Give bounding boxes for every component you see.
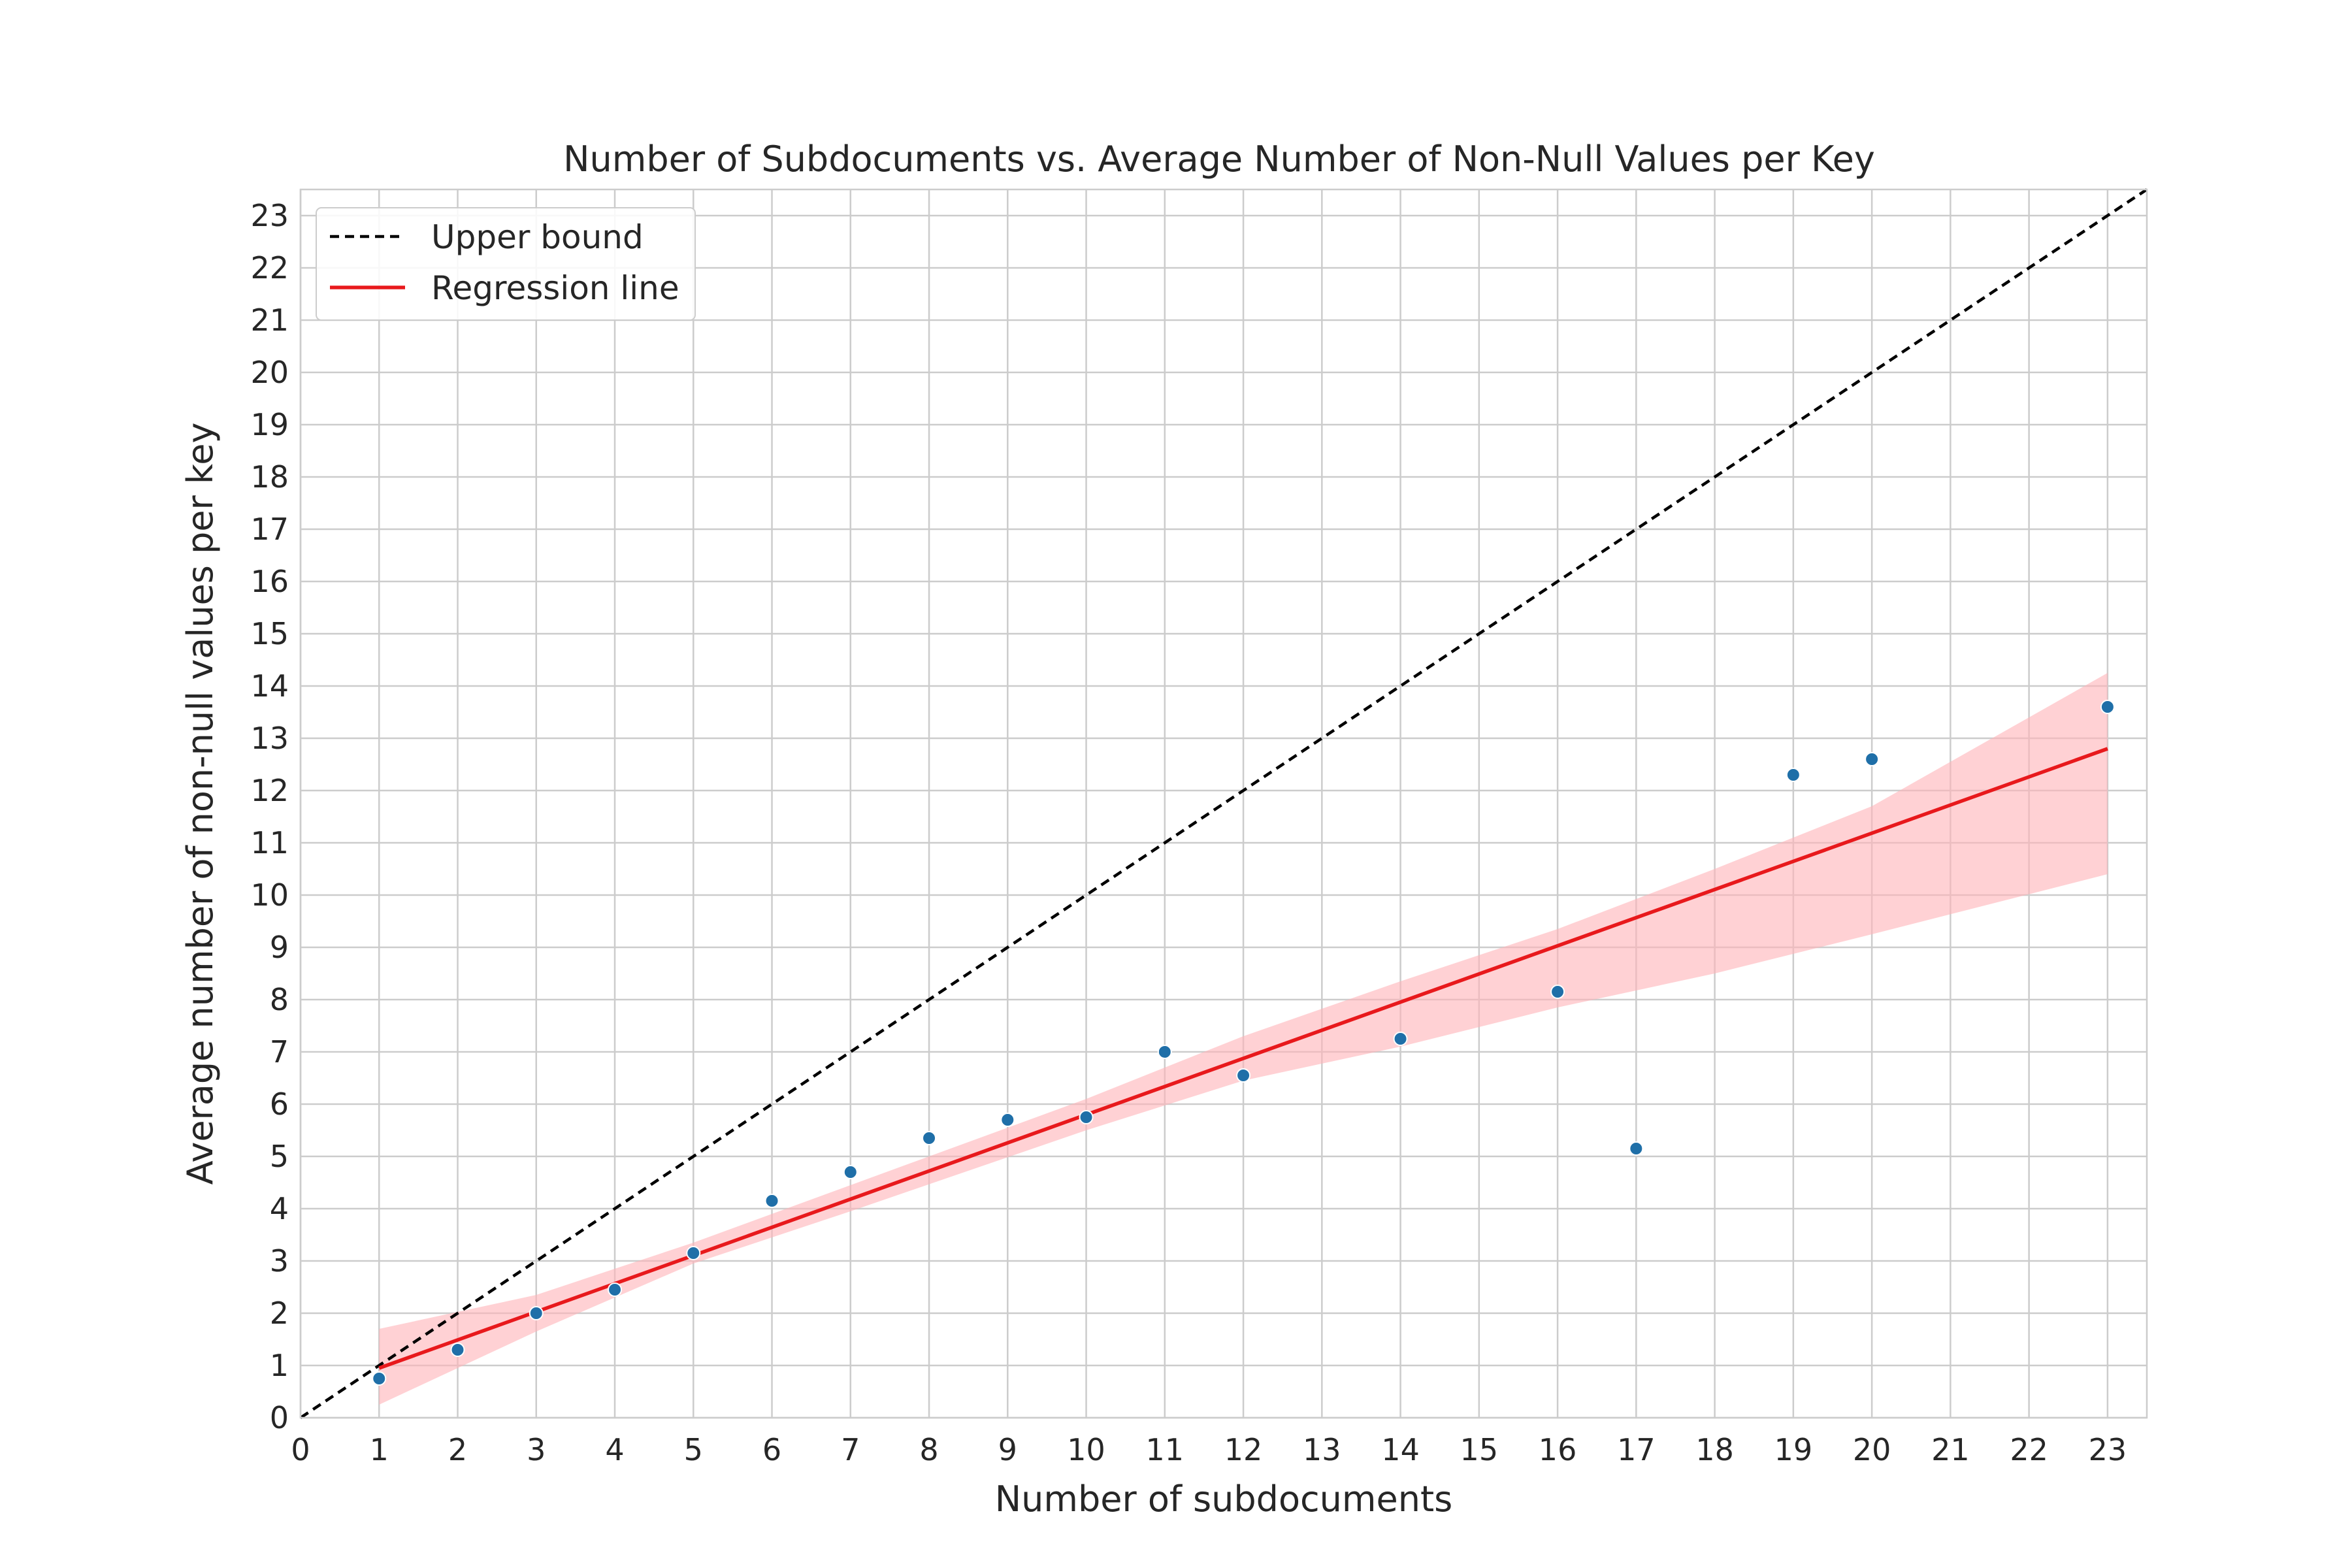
data-point xyxy=(1079,1110,1094,1124)
data-point xyxy=(608,1282,623,1297)
x-tick-label: 2 xyxy=(448,1432,467,1467)
data-point xyxy=(2100,700,2115,714)
chart-title: Number of Subdocuments vs. Average Numbe… xyxy=(563,139,1875,180)
data-point xyxy=(450,1343,465,1357)
y-tick-label: 7 xyxy=(270,1034,289,1070)
data-points xyxy=(372,700,2115,1386)
x-tick-label: 12 xyxy=(1224,1432,1263,1467)
data-point xyxy=(843,1165,858,1179)
legend-box xyxy=(316,207,696,321)
series-lines xyxy=(299,188,2148,1419)
y-tick-label: 22 xyxy=(250,250,289,286)
y-tick-label: 11 xyxy=(250,825,289,860)
y-tick-label: 21 xyxy=(250,302,289,338)
y-tick-label: 16 xyxy=(250,564,289,599)
x-tick-label: 14 xyxy=(1381,1432,1420,1467)
data-point xyxy=(686,1246,701,1260)
data-point xyxy=(372,1371,387,1386)
y-tick-label: 17 xyxy=(250,512,289,547)
y-tick-label: 3 xyxy=(270,1243,289,1279)
y-tick-label: 12 xyxy=(250,773,289,808)
data-point xyxy=(1000,1113,1015,1127)
x-axis-label: Number of subdocuments xyxy=(995,1478,1453,1520)
x-tick-label: 18 xyxy=(1695,1432,1734,1467)
x-tick-label: 16 xyxy=(1539,1432,1577,1467)
y-tick-label: 14 xyxy=(250,668,289,704)
data-point xyxy=(1236,1068,1251,1083)
x-tick-label: 4 xyxy=(605,1432,624,1467)
data-point xyxy=(1393,1032,1408,1046)
x-tick-label: 19 xyxy=(1774,1432,1813,1467)
series-line-upper-bound xyxy=(299,188,2148,1419)
y-axis-label: Average number of non-null values per ke… xyxy=(180,423,221,1185)
plot-frame xyxy=(299,188,2148,1419)
y-tick-label: 15 xyxy=(250,616,289,651)
x-tick-label: 6 xyxy=(762,1432,781,1467)
y-tick-label: 2 xyxy=(270,1296,289,1331)
x-tick-label: 23 xyxy=(2089,1432,2127,1467)
y-tick-label: 23 xyxy=(250,198,289,233)
confidence-band-group xyxy=(379,673,2108,1405)
y-tick-label: 0 xyxy=(270,1400,289,1435)
data-point xyxy=(764,1194,779,1208)
x-tick-label: 11 xyxy=(1146,1432,1184,1467)
data-point xyxy=(1786,768,1801,782)
x-tick-label: 7 xyxy=(841,1432,860,1467)
y-tick-label: 18 xyxy=(250,459,289,495)
data-point xyxy=(922,1131,937,1145)
y-tick-label: 13 xyxy=(250,721,289,756)
y-tick-label: 4 xyxy=(270,1191,289,1226)
legend-label-upper-bound: Upper bound xyxy=(431,218,644,256)
legend: Upper bound Regression line xyxy=(316,207,696,321)
x-tick-label: 8 xyxy=(919,1432,938,1467)
x-tick-label: 15 xyxy=(1460,1432,1499,1467)
x-tick-label: 20 xyxy=(1853,1432,1891,1467)
data-point xyxy=(1157,1045,1172,1059)
series-line-regression-line xyxy=(378,747,2108,1370)
legend-label-regression-line: Regression line xyxy=(431,269,679,307)
x-tick-label: 3 xyxy=(527,1432,546,1467)
x-tick-label: 1 xyxy=(370,1432,389,1467)
y-tick-label: 10 xyxy=(250,877,289,913)
confidence-band xyxy=(379,673,2108,1405)
x-tick-label: 10 xyxy=(1067,1432,1105,1467)
data-point xyxy=(1865,752,1880,766)
y-tick-label: 19 xyxy=(250,407,289,442)
y-tick-label: 20 xyxy=(250,355,289,390)
x-tick-label: 5 xyxy=(684,1432,703,1467)
x-tick-label: 13 xyxy=(1303,1432,1341,1467)
x-tick-label: 17 xyxy=(1617,1432,1656,1467)
x-tick-label: 22 xyxy=(2010,1432,2048,1467)
x-tick-label: 21 xyxy=(1931,1432,1970,1467)
x-tick-label: 9 xyxy=(998,1432,1017,1467)
data-point xyxy=(1629,1141,1644,1156)
data-point xyxy=(1550,985,1565,999)
data-point xyxy=(529,1306,544,1320)
y-tick-label: 9 xyxy=(270,930,289,965)
y-tick-label: 1 xyxy=(270,1348,289,1383)
x-axis-ticks: 0 1 2 3 4 5 6 7 8 9 10 11 12 13 14 15 16 17 18 19 20 21 22 23 xyxy=(291,1432,2127,1467)
x-tick-label: 0 xyxy=(291,1432,310,1467)
y-tick-label: 8 xyxy=(270,982,289,1017)
y-tick-label: 5 xyxy=(270,1139,289,1174)
y-tick-label: 6 xyxy=(270,1086,289,1122)
